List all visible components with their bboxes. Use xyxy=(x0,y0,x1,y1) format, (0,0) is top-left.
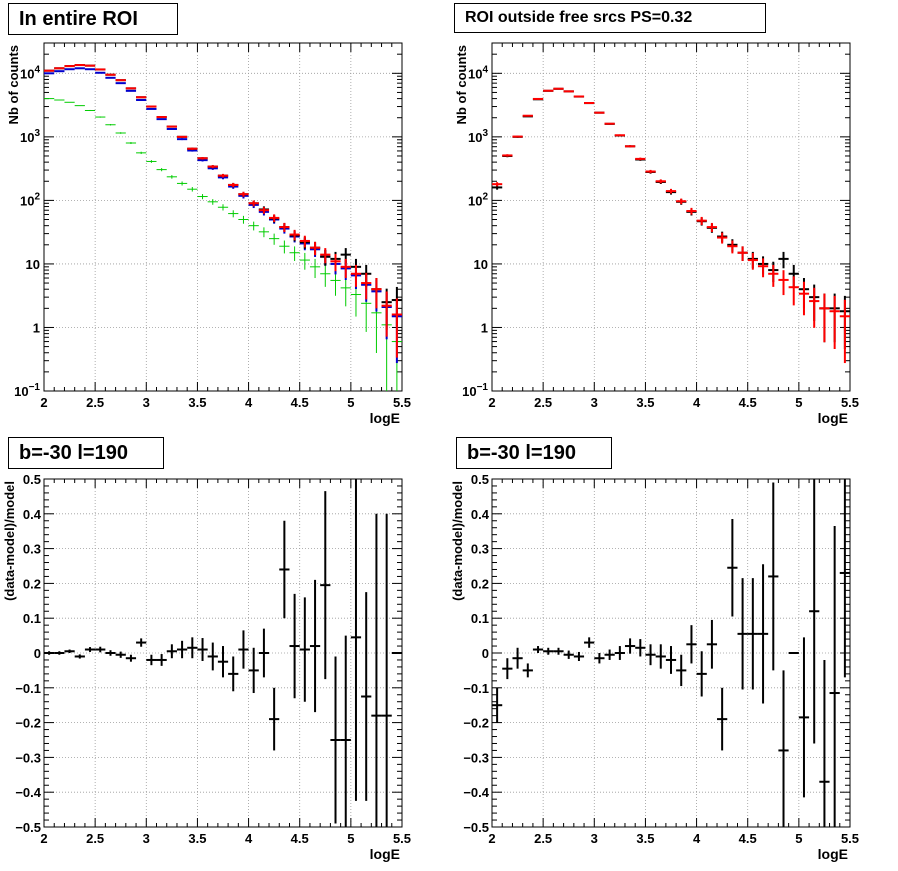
y-tick-label: 0 xyxy=(482,646,489,661)
x-tick-label: 4 xyxy=(693,395,701,410)
x-tick-label: 5.5 xyxy=(393,831,411,846)
x-axis-label: logE xyxy=(818,410,848,426)
x-tick-label: 5.5 xyxy=(841,831,859,846)
y-tick-label: 10 xyxy=(474,257,488,272)
x-tick-label: 2.5 xyxy=(86,831,104,846)
x-tick-label: 4 xyxy=(245,395,253,410)
x-tick-label: 2.5 xyxy=(534,831,552,846)
y-axis-label: (data-model)/model xyxy=(450,481,465,601)
x-axis-label: logE xyxy=(818,846,848,862)
x-tick-label: 3 xyxy=(591,395,598,410)
y-tick-label: −0.3 xyxy=(15,750,41,765)
y-tick-label: 0.3 xyxy=(471,542,489,557)
panel-title: b=-30 l=190 xyxy=(456,437,612,469)
panel-title: b=-30 l=190 xyxy=(8,437,164,469)
y-tick-label: 0.5 xyxy=(23,472,41,487)
panel-title: In entire ROI xyxy=(8,3,178,35)
y-tick-label: 10−1 xyxy=(462,382,488,399)
x-tick-label: 4 xyxy=(693,831,701,846)
x-tick-label: 4 xyxy=(245,831,253,846)
x-tick-label: 3.5 xyxy=(188,395,206,410)
plot-frame xyxy=(43,42,403,392)
y-tick-label: 0 xyxy=(34,646,41,661)
y-tick-label: 0.5 xyxy=(471,472,489,487)
y-tick-label: −0.2 xyxy=(15,716,41,731)
y-tick-label: −0.1 xyxy=(463,681,489,696)
x-axis-label: logE xyxy=(370,410,400,426)
x-tick-label: 5 xyxy=(795,831,802,846)
x-tick-label: 4.5 xyxy=(291,395,309,410)
y-tick-label: 103 xyxy=(468,128,488,145)
y-tick-label: 0.4 xyxy=(471,507,490,522)
x-tick-label: 2 xyxy=(488,395,495,410)
x-tick-label: 4.5 xyxy=(291,831,309,846)
x-tick-label: 5 xyxy=(347,831,354,846)
y-tick-label: 10 xyxy=(26,257,40,272)
y-tick-label: 0.2 xyxy=(471,576,489,591)
x-tick-label: 2 xyxy=(40,395,47,410)
x-tick-label: 2.5 xyxy=(534,395,552,410)
y-tick-label: 0.1 xyxy=(471,611,489,626)
y-tick-label: 103 xyxy=(20,128,40,145)
y-tick-label: 10−1 xyxy=(14,382,40,399)
y-axis-label: Nb of counts xyxy=(454,45,469,124)
y-tick-label: 104 xyxy=(20,64,40,81)
x-tick-label: 4.5 xyxy=(739,395,757,410)
y-tick-label: 1 xyxy=(33,320,40,335)
x-tick-label: 3.5 xyxy=(188,831,206,846)
y-tick-label: −0.5 xyxy=(15,820,41,835)
y-tick-label: −0.3 xyxy=(463,750,489,765)
y-tick-label: −0.2 xyxy=(463,716,489,731)
x-tick-label: 5.5 xyxy=(393,395,411,410)
x-tick-label: 5 xyxy=(795,395,802,410)
y-tick-label: 0.4 xyxy=(23,507,42,522)
x-tick-label: 5 xyxy=(347,395,354,410)
y-tick-label: 0.3 xyxy=(23,542,41,557)
x-tick-label: 3.5 xyxy=(636,831,654,846)
x-tick-label: 2 xyxy=(488,831,495,846)
plot-frame xyxy=(491,42,851,392)
x-tick-label: 3.5 xyxy=(636,395,654,410)
x-tick-label: 3 xyxy=(591,831,598,846)
y-tick-label: 0.2 xyxy=(23,576,41,591)
x-tick-label: 2.5 xyxy=(86,395,104,410)
y-tick-label: 1 xyxy=(481,320,488,335)
x-tick-label: 5.5 xyxy=(841,395,859,410)
x-tick-label: 2 xyxy=(40,831,47,846)
x-axis-label: logE xyxy=(370,846,400,862)
y-axis-label: (data-model)/model xyxy=(2,481,17,601)
x-tick-label: 3 xyxy=(143,831,150,846)
y-tick-label: 0.1 xyxy=(23,611,41,626)
y-tick-label: −0.4 xyxy=(15,785,41,800)
x-tick-label: 4.5 xyxy=(739,831,757,846)
y-tick-label: −0.1 xyxy=(15,681,41,696)
y-axis-label: Nb of counts xyxy=(6,45,21,124)
x-tick-label: 3 xyxy=(143,395,150,410)
panel-title: ROI outside free srcs PS=0.32 xyxy=(454,3,766,33)
y-tick-label: −0.5 xyxy=(463,820,489,835)
y-tick-label: 104 xyxy=(468,64,488,81)
y-tick-label: −0.4 xyxy=(463,785,489,800)
y-tick-label: 102 xyxy=(468,191,488,208)
y-tick-label: 102 xyxy=(20,191,40,208)
